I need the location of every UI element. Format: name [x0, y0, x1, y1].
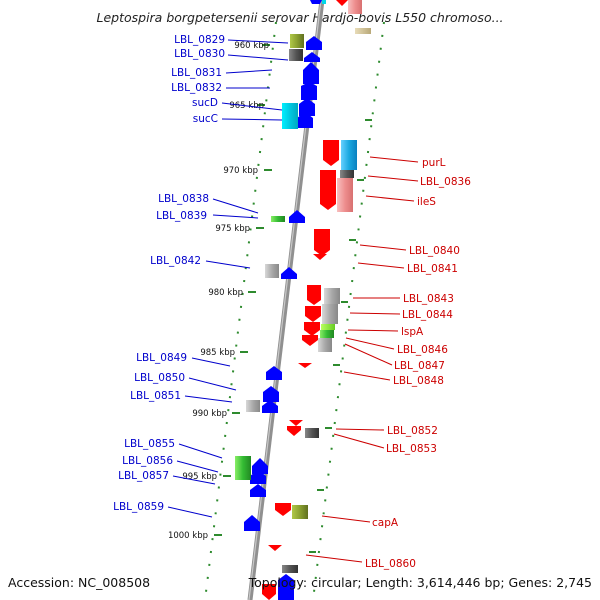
gene-label-lbl-0846[interactable]: LBL_0846 — [397, 344, 448, 356]
map-title: Leptospira borgpetersenii serovar Hardjo… — [96, 10, 503, 25]
scale-ticks — [214, 44, 372, 553]
gene-label-lbl-0848[interactable]: LBL_0848 — [393, 375, 444, 387]
tick-label-960: 960 kbp — [234, 41, 269, 51]
gene-label-lbl-0851[interactable]: LBL_0851 — [130, 390, 181, 402]
right-gene-labels: purL LBL_0836 ileS LBL_0840 LBL_0841 LBL… — [365, 157, 471, 570]
gene-label-lbl-0853[interactable]: LBL_0853 — [386, 443, 437, 455]
gene-label-lbl-0856[interactable]: LBL_0856 — [122, 455, 173, 467]
tick-label-995: 995 kbp — [182, 472, 217, 482]
tick-label-990: 990 kbp — [192, 409, 227, 419]
gene-label-lbl-0839[interactable]: LBL_0839 — [156, 210, 207, 222]
gene-label-lbl-0844[interactable]: LBL_0844 — [402, 309, 453, 321]
tick-label-975: 975 kbp — [215, 224, 250, 234]
gene-label-lbl-0830[interactable]: LBL_0830 — [174, 48, 225, 60]
gene-label-succ[interactable]: sucC — [193, 113, 218, 125]
tick-label-985: 985 kbp — [200, 348, 235, 358]
gene-label-purl[interactable]: purL — [422, 157, 446, 169]
gene-label-lbl-0859[interactable]: LBL_0859 — [113, 501, 164, 513]
gene-label-lbl-0857[interactable]: LBL_0857 — [118, 470, 169, 482]
left-leader-lines — [167, 39, 289, 518]
gene-label-sucd[interactable]: sucD — [192, 97, 218, 109]
gene-label-lbl-0836[interactable]: LBL_0836 — [420, 176, 471, 188]
gene-label-lbl-0838[interactable]: LBL_0838 — [158, 193, 209, 205]
gene-label-lbl-0843[interactable]: LBL_0843 — [403, 293, 454, 305]
gene-label-capa[interactable]: capA — [372, 517, 399, 529]
gene-label-lbl-0850[interactable]: LBL_0850 — [134, 372, 185, 384]
gene-label-lbl-0841[interactable]: LBL_0841 — [407, 263, 458, 275]
tick-label-980: 980 kbp — [208, 288, 243, 298]
gene-label-lbl-0860[interactable]: LBL_0860 — [365, 558, 416, 570]
accession-text: Accession: NC_008508 — [8, 575, 150, 590]
gene-label-lbl-0832[interactable]: LBL_0832 — [171, 82, 222, 94]
gene-label-lbl-0831[interactable]: LBL_0831 — [171, 67, 222, 79]
reverse-cog-blocks — [282, 0, 371, 573]
forward-cog-blocks — [235, 34, 304, 480]
right-track-guide — [313, 21, 385, 593]
gene-label-lbl-0829[interactable]: LBL_0829 — [174, 34, 225, 46]
forward-genes — [244, 0, 326, 600]
reverse-genes — [262, 0, 348, 600]
gene-label-lbl-0849[interactable]: LBL_0849 — [136, 352, 187, 364]
gene-label-iles[interactable]: ileS — [417, 196, 436, 208]
gene-label-lbl-0855[interactable]: LBL_0855 — [124, 438, 175, 450]
gene-label-lbl-0840[interactable]: LBL_0840 — [409, 245, 460, 257]
left-track-guide — [205, 21, 277, 593]
tick-label-970: 970 kbp — [223, 166, 258, 176]
left-gene-labels: LBL_0829 LBL_0830 LBL_0831 LBL_0832 sucD… — [113, 34, 225, 513]
gene-label-lbl-0842[interactable]: LBL_0842 — [150, 255, 201, 267]
right-leader-lines — [305, 156, 419, 563]
tick-label-1000: 1000 kbp — [168, 531, 208, 541]
gene-label-lspa[interactable]: lspA — [401, 326, 424, 338]
genome-summary-text: Topology: circular; Length: 3,614,446 bp… — [248, 575, 592, 590]
gene-label-lbl-0847[interactable]: LBL_0847 — [394, 360, 445, 372]
gene-label-lbl-0852[interactable]: LBL_0852 — [387, 425, 438, 437]
